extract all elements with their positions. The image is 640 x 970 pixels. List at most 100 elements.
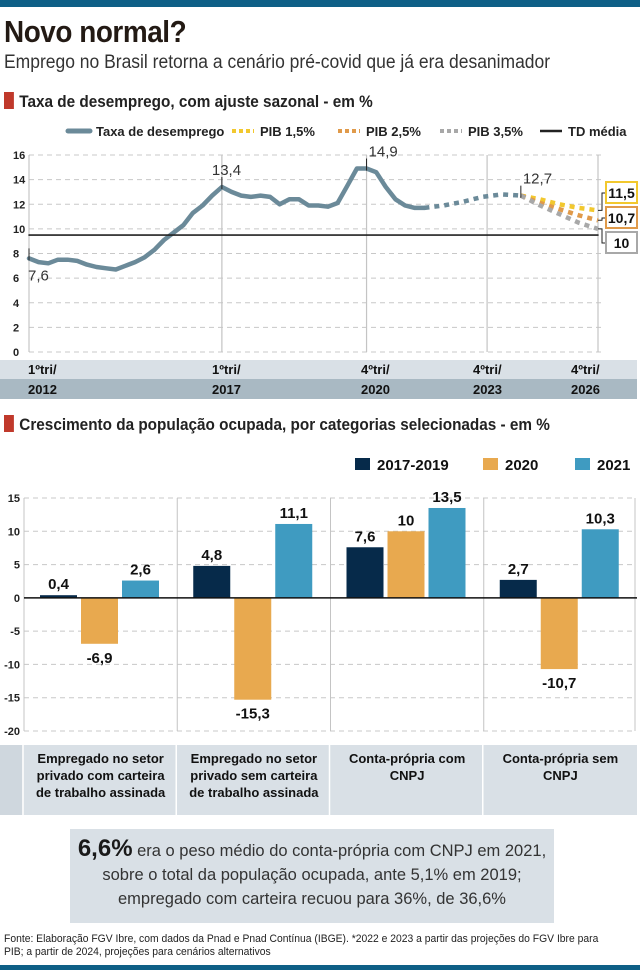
x-tick-label: 4ºtri/ [473,362,502,377]
y-tick-label: 5 [14,560,20,572]
y-tick-label: 0 [13,347,19,359]
category-label-line: de trabalho assinada [36,785,166,800]
data-annotation: 7,6 [28,267,49,284]
y-tick-label: 0 [14,593,20,605]
bar-group: 0,4 -6,9 2,6 [40,562,159,667]
x-tick-label: 1ºtri/ [28,362,57,377]
section-marker-icon [4,92,14,109]
end-label-text: 10,7 [608,210,635,226]
legend-item: TD média [540,124,627,139]
y-tick-label: -5 [10,626,20,638]
legend-label: TD média [568,124,627,139]
y-tick-label: 4 [13,298,20,310]
y-tick-label: 16 [13,150,25,162]
data-annotation: 12,7 [523,171,552,188]
bar-chart-title: Crescimento da população ocupada, por ca… [4,415,550,435]
legend-label: PIB 3,5% [468,124,523,139]
end-label-connector [598,217,606,221]
legend-item: PIB 3,5% [440,124,523,139]
x-tick-label: 4ºtri/ [571,362,600,377]
data-label: -15,3 [236,706,270,723]
category-label: Empregado no setor privado sem carteira de… [189,751,319,800]
end-label: 10 [598,228,638,254]
data-label: 2,7 [508,561,529,578]
line-chart-title: Taxa de desemprego, com ajuste sazonal -… [4,92,373,112]
data-label: 11,1 [280,505,308,522]
legend-label: 2020 [505,457,538,474]
end-label: 11,5 [598,181,638,211]
x-axis-band-bottom [0,379,637,399]
y-axis: 0 2 4 6 8 10 12 14 16 [13,150,604,359]
end-label-box [605,206,638,229]
legend-item: 2017-2019 [355,457,449,474]
end-label-box [605,181,638,204]
legend-swatch [575,458,590,470]
page-subtitle: Emprego no Brasil retorna a cenário pré-… [4,52,551,73]
category-band: Empregado no setor privado com carteira de… [0,745,637,815]
info-line3: empregado com carteira recuou para 36%, … [118,890,506,908]
y-tick-label: 10 [8,526,20,538]
x-tick-label: 2012 [28,382,57,397]
series-line-pib-3-5- [519,193,599,232]
legend-label: 2021 [597,457,630,474]
category-label-line: CNPJ [543,768,578,783]
category-label: Conta-própria com CNPJ [349,751,465,783]
legend: Taxa de desemprego PIB 1,5% PIB 2,5% PIB 3,… [65,124,627,139]
y-tick-label: -20 [4,726,20,738]
bar [581,529,619,598]
bar [346,547,384,598]
series-line-pib-1-5- [520,193,599,213]
data-label: 0,4 [48,576,70,593]
y-tick-label: -15 [4,693,20,705]
page-title: Novo normal? [4,14,187,49]
section-marker-icon [4,415,14,432]
bar-chart-title-text: Crescimento da população ocupada, por ca… [19,415,550,434]
data-label: 13,5 [432,489,461,506]
x-tick-label: 1ºtri/ [212,362,241,377]
data-annotation: 13,4 [212,162,241,179]
legend-swatch [355,458,370,470]
bar [40,595,77,598]
legend-swatch [483,458,498,470]
bar-group: 7,6 10 13,5 [346,489,466,598]
data-label: 10 [398,512,415,529]
bar-group: 2,7 -10,7 10,3 [499,510,619,692]
data-label: -10,7 [542,675,576,692]
y-tick-label: 6 [13,273,19,285]
category-band-bg [0,745,637,815]
category-label-line: CNPJ [390,768,425,783]
bar [275,523,313,598]
legend-item: PIB 2,5% [338,124,421,139]
end-label-connector [598,192,606,211]
bar [122,580,159,598]
legend-label: Taxa de desemprego [96,124,224,139]
y-tick-label: 8 [13,249,19,261]
category-band-edge [0,745,22,815]
bar-group: 4,8 -15,3 11,1 [193,505,313,723]
bar [387,531,425,598]
category-label: Empregado no setor privado com carteira de… [36,751,166,800]
line-chart-title-text: Taxa de desemprego, com ajuste sazonal -… [19,92,373,111]
y-tick-label: 2 [13,322,19,334]
end-label-text: 10 [614,235,630,251]
legend-item: Taxa de desemprego [65,124,224,139]
data-label: 7,6 [355,528,376,545]
category-label: Conta-própria sem CNPJ [503,751,619,783]
bar [81,597,118,644]
series-line-taxa-de-desemprego [26,166,427,272]
category-label-line: Conta-própria com [349,751,465,766]
x-tick-label: 4ºtri/ [361,362,390,377]
data-annotation: 14,9 [369,144,398,161]
category-label-line: privado com carteira [37,768,166,783]
x-axis-band: 1ºtri/2012 1ºtri/2017 4ºtri/2020 4ºtri/2023… [0,360,637,399]
bar [428,507,466,598]
legend-item: PIB 1,5% [232,124,315,139]
x-tick-label: 2020 [361,382,390,397]
bar [193,565,231,598]
data-label: -6,9 [87,650,113,667]
bar [499,579,537,598]
info-callout: 6,6% era o peso médio do conta-própria c… [70,829,554,923]
end-label-connector [598,228,606,244]
info-line1: era o peso médio do conta-própria com CN… [132,842,547,860]
legend-label: 2017-2019 [377,457,449,474]
